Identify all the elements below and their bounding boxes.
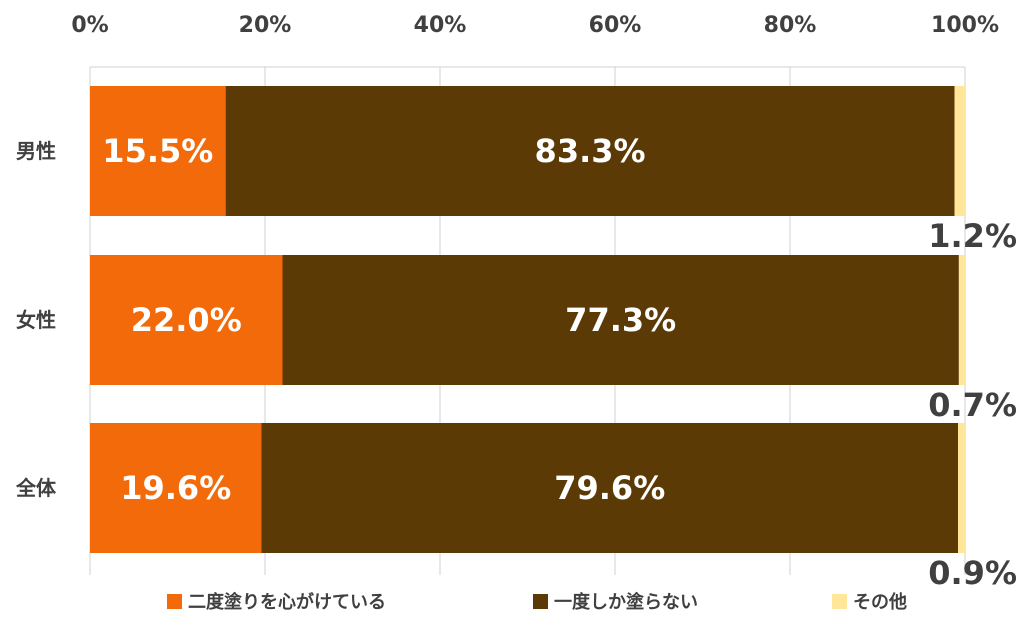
bar-segment xyxy=(954,86,965,216)
data-label: 0.9% xyxy=(928,554,1017,592)
x-axis-ticks: 0% 20% 40% 60% 80% 100% xyxy=(71,13,999,38)
bars xyxy=(90,86,966,553)
x-tick-label: 80% xyxy=(764,13,817,38)
bar-segment xyxy=(90,255,283,385)
legend-label: その他 xyxy=(853,591,907,613)
bar-segment xyxy=(958,423,966,553)
legend-swatch xyxy=(167,594,182,609)
bar-segment xyxy=(282,255,959,385)
data-label: 19.6% xyxy=(120,469,231,507)
category-label: 全体 xyxy=(15,476,57,500)
legend-swatch xyxy=(533,594,548,609)
x-tick-label: 40% xyxy=(414,13,467,38)
bar-segment xyxy=(90,423,262,553)
data-label: 77.3% xyxy=(565,301,676,339)
legend-label: 一度しか塗らない xyxy=(554,591,698,613)
bar-segment xyxy=(225,86,955,216)
data-label: 22.0% xyxy=(131,301,242,339)
category-label: 男性 xyxy=(16,139,56,163)
data-label: 83.3% xyxy=(535,132,646,170)
legend: 二度塗りを心がけている 一度しか塗らない その他 xyxy=(167,591,907,613)
category-label: 女性 xyxy=(16,308,56,332)
x-tick-label: 100% xyxy=(931,13,999,38)
x-tick-label: 0% xyxy=(71,13,108,38)
bar-segment xyxy=(261,423,958,553)
data-label: 15.5% xyxy=(102,132,213,170)
data-label: 1.2% xyxy=(928,217,1017,255)
legend-swatch xyxy=(832,594,847,609)
data-label: 0.7% xyxy=(928,386,1017,424)
data-labels: 15.5% 83.3% 1.2% 22.0% 77.3% 0.7% 19.6% 79.6% 0.… xyxy=(102,132,1017,592)
bar-segment xyxy=(90,86,226,216)
x-tick-label: 20% xyxy=(239,13,292,38)
x-tick-label: 60% xyxy=(589,13,642,38)
bar-segment xyxy=(958,255,965,385)
legend-label: 二度塗りを心がけている xyxy=(188,591,386,613)
data-label: 79.6% xyxy=(554,469,665,507)
